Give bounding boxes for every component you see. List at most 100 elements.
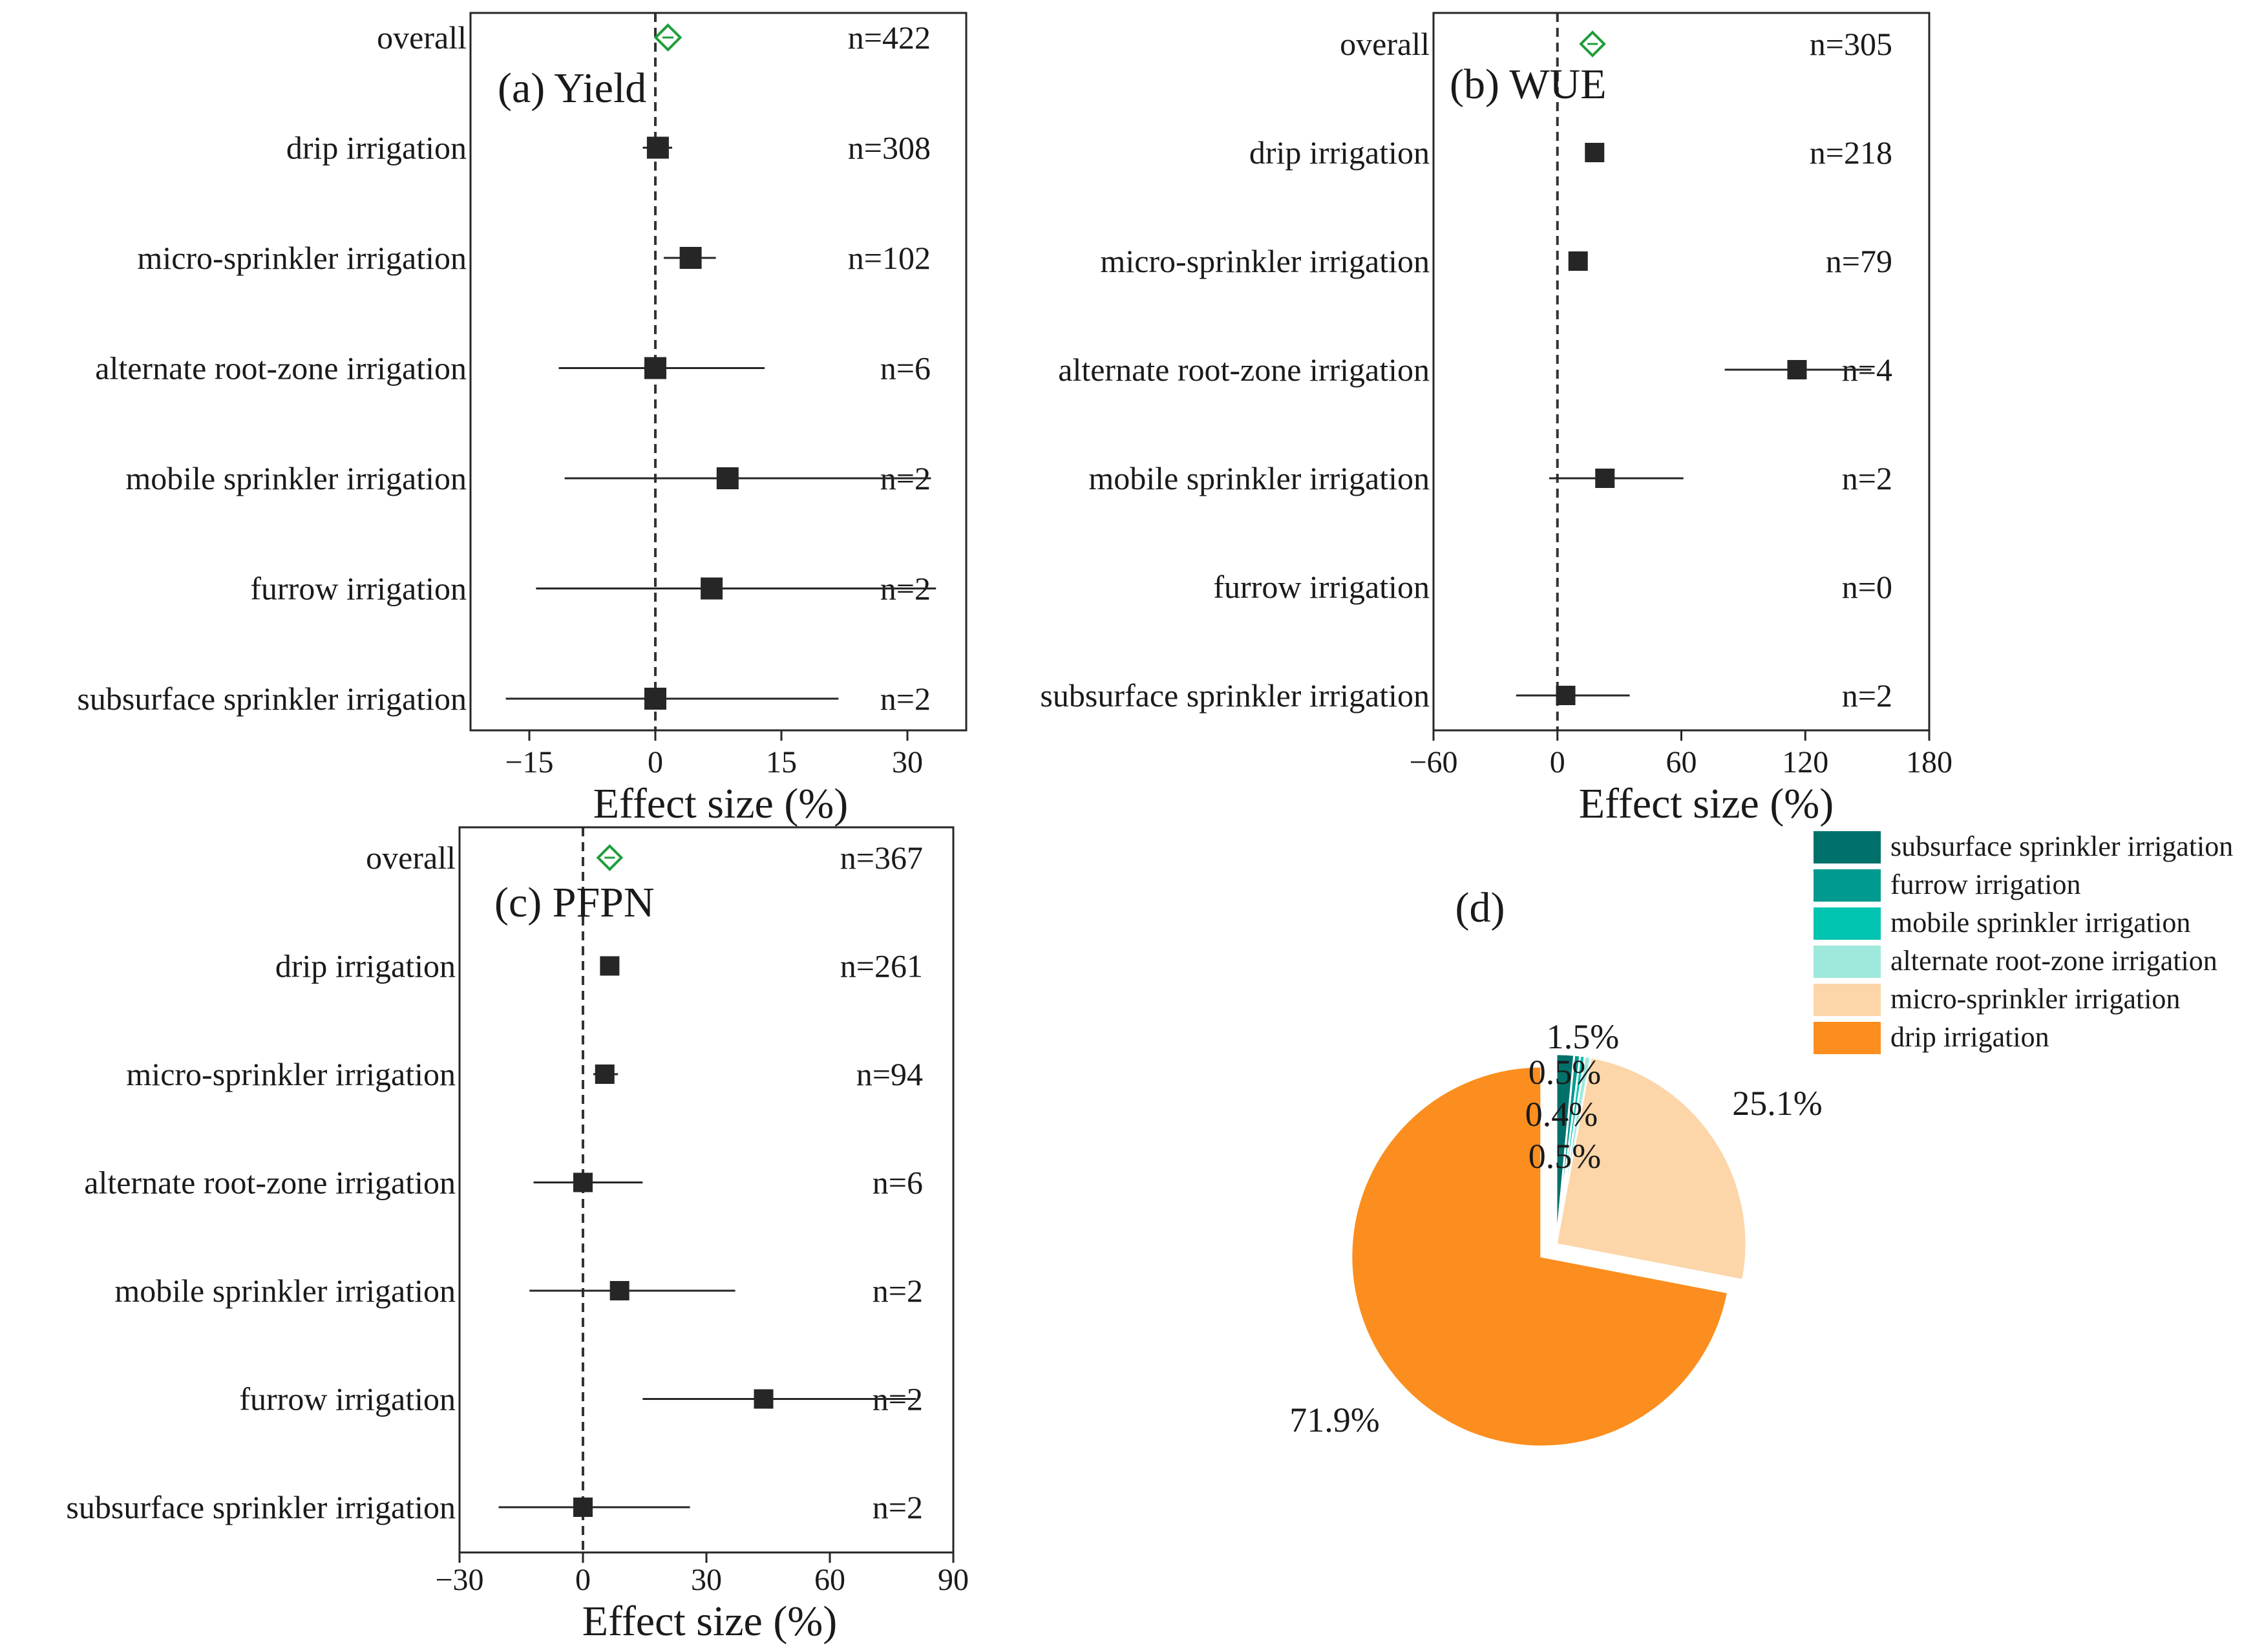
x-tick-label: 0	[575, 1563, 591, 1597]
sample-size-label: n=2	[873, 1489, 923, 1525]
panel-title: (d)	[1455, 884, 1505, 931]
x-tick-label: 15	[766, 745, 797, 779]
sample-size-label: n=0	[1842, 569, 1892, 605]
overall-effect-diamond	[1579, 30, 1606, 58]
sample-size-label: n=2	[873, 1273, 923, 1309]
row-label: micro-sprinkler irrigation	[126, 1056, 456, 1092]
sample-size-label: n=218	[1810, 134, 1892, 171]
legend-swatch	[1814, 907, 1881, 940]
panel-d-pie: 71.9%25.1%0.5%0.4%0.5%1.5%(d)subsurface …	[1289, 831, 2233, 1448]
mean-effect-marker	[646, 136, 669, 159]
row-label: alternate root-zone irrigation	[84, 1165, 456, 1201]
legend-label: furrow irrigation	[1890, 869, 2080, 900]
pie-slice-label: 71.9%	[1289, 1401, 1379, 1439]
overall-effect-diamond	[596, 844, 624, 871]
mean-effect-marker	[609, 1281, 629, 1300]
panel-title: (b) WUE	[1450, 61, 1607, 108]
row-label: overall	[1340, 26, 1430, 62]
mean-effect-marker	[754, 1389, 774, 1409]
sample-size-label: n=94	[856, 1056, 923, 1092]
row-label: overall	[366, 840, 456, 876]
sample-size-label: n=261	[840, 948, 923, 984]
row-label: alternate root-zone irrigation	[95, 350, 467, 387]
mean-effect-marker	[1556, 686, 1576, 705]
pie-slice	[1555, 1053, 1576, 1245]
x-tick-label: −30	[435, 1563, 483, 1597]
sample-size-label: n=6	[873, 1165, 923, 1201]
row-label: alternate root-zone irrigation	[1058, 352, 1430, 388]
sample-size-label: n=102	[848, 240, 931, 276]
x-axis-label: Effect size (%)	[593, 780, 849, 827]
row-label: micro-sprinkler irrigation	[137, 240, 467, 276]
legend-label: mobile sprinkler irrigation	[1890, 907, 2190, 938]
x-tick-label: 60	[814, 1563, 845, 1597]
sample-size-label: n=6	[880, 350, 931, 387]
row-label: subsurface sprinkler irrigation	[1040, 677, 1430, 714]
pie-slice	[1350, 1065, 1730, 1448]
pie-slice-label: 1.5%	[1547, 1017, 1619, 1056]
sample-size-label: n=367	[840, 840, 923, 876]
legend-label: alternate root-zone irrigation	[1890, 945, 2217, 977]
mean-effect-marker	[644, 688, 666, 710]
row-label: drip irrigation	[286, 130, 467, 166]
sample-size-label: n=79	[1826, 243, 1892, 279]
x-tick-label: 0	[648, 745, 663, 779]
mean-effect-marker	[600, 956, 620, 976]
mean-effect-marker	[716, 467, 739, 489]
row-label: subsurface sprinkler irrigation	[77, 681, 467, 717]
legend-swatch	[1814, 869, 1881, 902]
legend-swatch	[1814, 1022, 1881, 1054]
mean-effect-marker	[1585, 143, 1605, 162]
x-tick-label: 0	[1550, 745, 1565, 779]
mean-effect-marker	[1787, 360, 1807, 379]
row-label: furrow irrigation	[239, 1381, 456, 1417]
row-label: furrow irrigation	[250, 571, 467, 607]
row-label: overall	[377, 19, 467, 56]
x-tick-label: 90	[938, 1563, 969, 1597]
legend-label: micro-sprinkler irrigation	[1890, 983, 2180, 1015]
row-label: drip irrigation	[1249, 134, 1430, 171]
x-tick-label: 60	[1666, 745, 1697, 779]
x-tick-label: −15	[505, 745, 553, 779]
mean-effect-marker	[644, 357, 666, 379]
plot-frame	[469, 12, 968, 732]
sample-size-label: n=308	[848, 130, 931, 166]
row-label: furrow irrigation	[1213, 569, 1430, 605]
panel-b-wue: −60 0 60 120 180 Effect size (%) (b) WUE overal…	[1040, 12, 1952, 827]
mean-effect-marker	[1595, 469, 1615, 488]
legend-label: subsurface sprinkler irrigation	[1890, 831, 2233, 862]
x-tick-label: 180	[1906, 745, 1952, 779]
row-label: micro-sprinkler irrigation	[1100, 243, 1430, 279]
mean-effect-marker	[679, 247, 702, 269]
panel-title: (a) Yield	[498, 65, 646, 112]
legend-swatch	[1814, 946, 1881, 978]
pie-slice-label: 0.5%	[1529, 1053, 1601, 1092]
row-label: subsurface sprinkler irrigation	[66, 1489, 456, 1525]
mean-effect-marker	[595, 1064, 615, 1084]
sample-size-label: n=2	[880, 681, 931, 717]
x-tick-label: 120	[1782, 745, 1828, 779]
pie-slice-label: 25.1%	[1732, 1084, 1822, 1123]
row-label: drip irrigation	[275, 948, 456, 984]
mean-effect-marker	[573, 1172, 593, 1192]
pie-slice-label: 0.4%	[1525, 1095, 1598, 1134]
mean-effect-marker	[1568, 251, 1588, 271]
legend-swatch	[1814, 831, 1881, 863]
row-label: mobile sprinkler irrigation	[1088, 460, 1430, 496]
pie-slice	[1555, 1056, 1748, 1282]
x-tick-label: 30	[892, 745, 923, 779]
sample-size-label: n=2	[1842, 460, 1892, 496]
row-label: mobile sprinkler irrigation	[114, 1273, 456, 1309]
panel-a-yield: −15 0 15 30 Effect size (%) (a) Yield overall n…	[77, 12, 968, 827]
row-label: mobile sprinkler irrigation	[125, 460, 467, 496]
sample-size-label: n=305	[1810, 26, 1892, 62]
legend-label: drip irrigation	[1890, 1021, 2049, 1053]
x-axis-label: Effect size (%)	[1579, 780, 1834, 827]
mean-effect-marker	[701, 577, 723, 600]
pie-slice-label: 0.5%	[1529, 1137, 1601, 1176]
x-axis-label: Effect size (%)	[582, 1598, 838, 1645]
overall-effect-diamond	[653, 23, 682, 52]
mean-effect-marker	[573, 1498, 593, 1517]
panel-title: (c) PFPN	[494, 879, 655, 926]
